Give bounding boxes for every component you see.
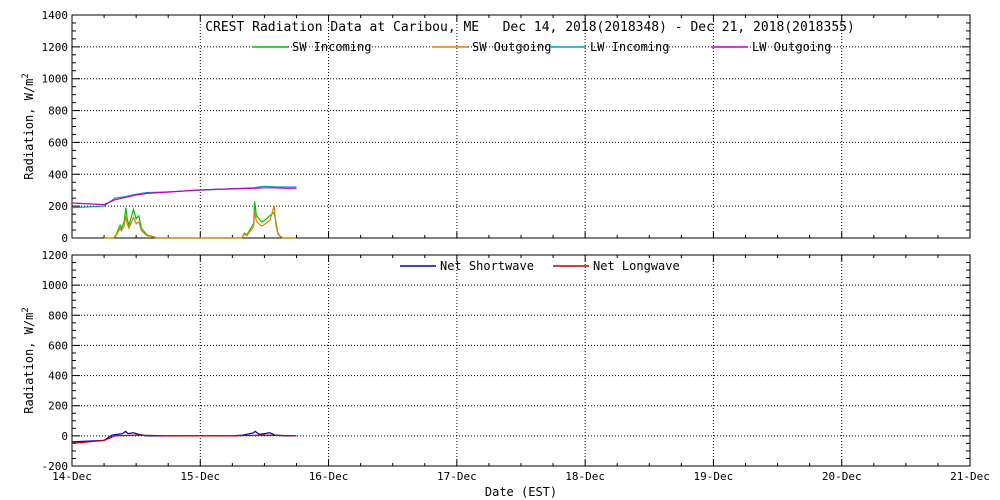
y-tick-label: 0 [61, 430, 68, 443]
y-tick-label: 800 [48, 309, 68, 322]
series-line-sw-outgoing [104, 205, 297, 239]
legend-label: SW Incoming [292, 40, 371, 54]
y-tick-label: 1200 [42, 249, 69, 262]
legend-label: Net Shortwave [440, 259, 534, 273]
y-tick-label: 1000 [42, 279, 69, 292]
y-tick-label: 0 [61, 232, 68, 245]
y-tick-label: 800 [48, 105, 68, 118]
series-line-net-longwave [71, 434, 297, 444]
legend-label: LW Outgoing [752, 40, 831, 54]
net-radiation-panel-bottom: -200 0 200 400 600 800 1000 1200 14-Dec 15-Dec 16-… [21, 249, 990, 499]
y-tick-label: -200 [42, 460, 69, 473]
y-tick-label: 1000 [42, 73, 69, 86]
x-tick-label: 20-Dec [822, 470, 862, 483]
y-tick-label: 1400 [42, 9, 69, 22]
x-tick-label: 19-Dec [694, 470, 734, 483]
x-axis-label: Date (EST) [485, 485, 557, 499]
y-axis-label: Radiation, W/m2 [21, 307, 36, 414]
radiation-panel-top: 0 200 400 600 800 1000 1200 1400 Radiation, W/m2… [21, 9, 971, 245]
y-tick-label: 600 [48, 136, 68, 149]
chart-title: CREST Radiation Data at Caribou, ME Dec … [205, 20, 855, 35]
x-tick-label: 18-Dec [565, 470, 605, 483]
y-tick-label: 400 [48, 370, 68, 383]
y-tick-label: 600 [48, 339, 68, 352]
y-tick-label: 200 [48, 400, 68, 413]
x-tick-label: 21-Dec [950, 470, 990, 483]
legend-label: LW Incoming [590, 40, 669, 54]
x-tick-label: 14-Dec [52, 470, 92, 483]
x-tick-label: 16-Dec [309, 470, 349, 483]
legend-label: Net Longwave [593, 259, 680, 273]
x-tick-label: 17-Dec [437, 470, 477, 483]
plot-frame [71, 254, 971, 467]
legend-label: SW Outgoing [472, 40, 551, 54]
series-line-lw-outgoing [71, 187, 297, 206]
y-tick-label: 1200 [42, 41, 69, 54]
x-tick-label: 15-Dec [180, 470, 220, 483]
y-axis-label: Radiation, W/m2 [21, 73, 36, 180]
y-tick-label: 200 [48, 200, 68, 213]
y-tick-label: 400 [48, 168, 68, 181]
